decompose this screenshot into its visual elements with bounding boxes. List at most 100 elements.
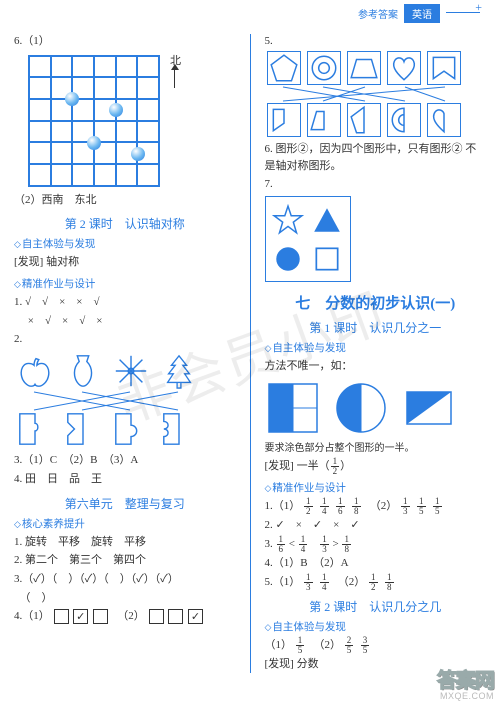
p2: 2. ✓ × ✓ × ✓ xyxy=(265,516,487,535)
lesson1-title: 第 1 课时 认识几分之一 xyxy=(265,319,487,336)
u6-q1: 1. 旋转 平移 旋转 平移 xyxy=(14,533,236,552)
q7-square xyxy=(310,241,345,276)
frac: 25 xyxy=(345,636,354,655)
right-column: 5. xyxy=(265,32,487,673)
frac: 16 xyxy=(277,535,286,554)
heading-precision: 精准作业与设计 xyxy=(14,276,236,291)
frac: 14 xyxy=(299,535,308,554)
half-figures-row xyxy=(265,380,487,436)
left-column: 6.（1） 北 （2）西南 东北 第 2 课时 认识轴对称 自主体验与发现 [发… xyxy=(14,32,236,673)
q5-matching-diagram xyxy=(265,51,480,137)
lesson2-title: 第 2 课时 认识轴对称 xyxy=(14,215,236,232)
content-columns: 6.（1） 北 （2）西南 东北 第 2 课时 认识轴对称 自主体验与发现 [发… xyxy=(0,26,500,673)
footer-logo-url: MXQE.COM xyxy=(437,691,494,701)
l2-1b-label: （2） xyxy=(314,639,342,651)
match-lines xyxy=(14,352,224,448)
q7-frame xyxy=(265,196,351,282)
frac: 14 xyxy=(320,573,329,592)
u6-q3: 3.（✓）（ ）（✓）（ ）（✓）（✓） xyxy=(14,570,236,589)
lesson2-title-r: 第 2 课时 认识几分之几 xyxy=(265,598,487,615)
method-free: 方法不唯一，如： xyxy=(265,357,487,376)
footer-logo-text: 答案网 xyxy=(437,664,494,693)
column-divider xyxy=(250,34,251,673)
match-lines-r xyxy=(265,51,480,137)
u6-q4-2-label: （2） xyxy=(117,610,145,622)
q7-triangle xyxy=(310,202,345,237)
lesson2-q1: （1） 15 （2） 25 35 xyxy=(265,636,487,655)
p1-label-a: 1.（1） xyxy=(265,500,301,512)
q4-answer: 4. 田 日 品 王 xyxy=(14,470,236,489)
p5-label: 5.（1） xyxy=(265,576,301,588)
p3: 3. 16 < 14 13 > 18 xyxy=(265,535,487,554)
frac: 12 xyxy=(369,573,378,592)
heading-core: 核心素养提升 xyxy=(14,516,236,531)
fig-circle-half xyxy=(333,380,389,436)
u6-q3b: （ ） xyxy=(14,589,236,608)
q7-label: 7. xyxy=(265,175,487,194)
u6-q2: 2. 第二个 第三个 第四个 xyxy=(14,551,236,570)
p3-label: 3. xyxy=(265,538,273,550)
box-empty xyxy=(54,609,69,624)
unit6-title: 第六单元 整理与复习 xyxy=(14,495,236,512)
q6-1-label: 6.（1） xyxy=(14,32,236,51)
grid-dot xyxy=(87,136,101,150)
p5: 5.（1） 13 14 （2） 12 18 xyxy=(265,573,487,592)
frac: 15 xyxy=(296,636,305,655)
q1-row2: × √ × √ × xyxy=(14,312,236,331)
frac: 13 xyxy=(320,535,329,554)
p4: 4.（1）B （2）A xyxy=(265,554,487,573)
heading-autonomy: 自主体验与发现 xyxy=(14,236,236,251)
discover-half-b: ） xyxy=(340,460,351,472)
box-check: ✓ xyxy=(188,609,203,624)
p5b-label: （2） xyxy=(338,576,366,588)
header-subject-tab: 英语 xyxy=(404,4,440,23)
frac: 12 xyxy=(304,497,313,516)
fig-rect-half xyxy=(401,380,457,436)
q2-label: 2. xyxy=(14,330,236,349)
q6-2-answer: （2）西南 东北 xyxy=(14,191,236,210)
frac: 16 xyxy=(336,497,345,516)
frac: 35 xyxy=(361,636,370,655)
p1-label-b: （2） xyxy=(370,500,398,512)
frac: 18 xyxy=(352,497,361,516)
u6-q4-1-label: 4.（1） xyxy=(14,610,50,622)
p1: 1.（1） 12 14 16 18 （2） 13 15 15 xyxy=(265,497,487,516)
footer-logo: 答案网 MXQE.COM xyxy=(437,664,494,701)
grid-6x6: 北 xyxy=(28,55,160,187)
grid-dot xyxy=(65,92,79,106)
q5-label: 5. xyxy=(265,32,487,51)
discover-half: [发现] 一半（12） xyxy=(265,457,487,476)
box-empty xyxy=(93,609,108,624)
header-decoration xyxy=(446,4,480,22)
heading-autonomy-r: 自主体验与发现 xyxy=(265,340,487,355)
frac: 14 xyxy=(320,497,329,516)
q2-matching-diagram xyxy=(14,352,224,448)
l2-1a-label: （1） xyxy=(265,639,293,651)
box-check: ✓ xyxy=(73,609,88,624)
header-answers-label: 参考答案 xyxy=(358,6,398,21)
box-empty xyxy=(149,609,164,624)
frac: 18 xyxy=(342,535,351,554)
heading-precision-r: 精准作业与设计 xyxy=(265,480,487,495)
frac: 15 xyxy=(433,497,442,516)
discover-half-a: [发现] 一半（ xyxy=(265,460,330,472)
q6-text: 6. 图形②，因为四个图形中，只有图形② 不是轴对称图形。 xyxy=(265,141,487,175)
requirement-text: 要求涂色部分占整个图形的一半。 xyxy=(265,440,487,457)
north-label: 北 xyxy=(170,52,181,68)
discover-axis: [发现] 轴对称 xyxy=(14,253,236,272)
heading-autonomy-r2: 自主体验与发现 xyxy=(265,619,487,634)
page-header: 参考答案 英语 xyxy=(0,0,500,26)
grid-dot xyxy=(109,103,123,117)
frac: 15 xyxy=(417,497,426,516)
box-empty xyxy=(168,609,183,624)
frac: 13 xyxy=(401,497,410,516)
chapter7-title: 七 分数的初步认识(一) xyxy=(265,292,487,313)
u6-q4: 4.（1） ✓ （2） ✓ xyxy=(14,607,236,626)
q1-row1: 1. √ √ × × √ xyxy=(14,293,236,312)
grid-dot xyxy=(131,147,145,161)
fig-square-half xyxy=(265,380,321,436)
q7-star xyxy=(271,202,306,237)
q7-circle xyxy=(271,241,306,276)
q3-answer: 3.（1）C （2）B （3）A xyxy=(14,451,236,470)
frac-half: 12 xyxy=(331,457,340,476)
